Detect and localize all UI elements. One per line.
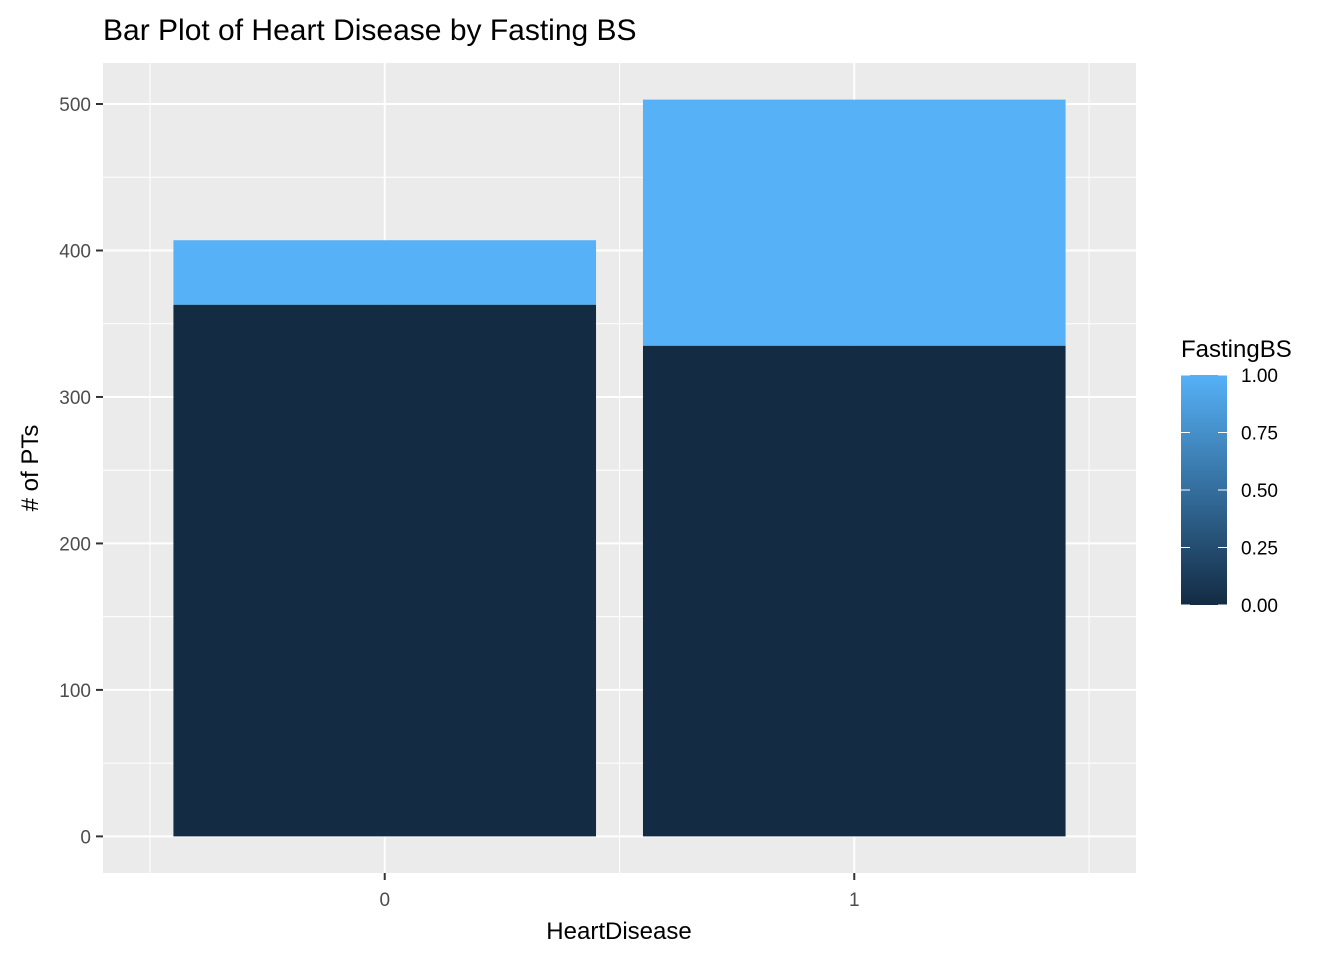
legend-label: 0.25 — [1241, 539, 1278, 560]
y-tick-label: 400 — [59, 241, 91, 262]
legend-ticks: 1.00 0.75 0.50 0.25 0.00 — [1181, 366, 1278, 617]
legend-label: 0.00 — [1241, 596, 1278, 617]
y-tick-label: 300 — [59, 388, 91, 409]
y-tick-label: 500 — [59, 95, 91, 116]
y-tick-label: 200 — [59, 534, 91, 555]
legend-label: 1.00 — [1241, 366, 1278, 387]
x-tick-label: 0 — [379, 890, 390, 911]
legend-label: 0.50 — [1241, 481, 1278, 502]
chart-title: Bar Plot of Heart Disease by Fasting BS — [103, 14, 637, 47]
x-tick-label: 1 — [849, 890, 860, 911]
y-tick-label: 100 — [59, 681, 91, 702]
legend-title: FastingBS — [1181, 336, 1292, 363]
bar-1-fasting-0 — [642, 345, 1066, 837]
y-axis: 0 100 200 300 400 500 — [59, 95, 103, 848]
bars — [173, 99, 1066, 837]
y-tick-label: 0 — [80, 827, 91, 848]
y-axis-title: # of PTs — [17, 425, 44, 512]
bar-1-fasting-1 — [642, 99, 1066, 346]
legend-label: 0.75 — [1241, 424, 1278, 445]
bar-0-fasting-0 — [173, 304, 597, 837]
x-axis-title: HeartDisease — [546, 918, 691, 945]
bar-0-fasting-1 — [173, 240, 597, 305]
